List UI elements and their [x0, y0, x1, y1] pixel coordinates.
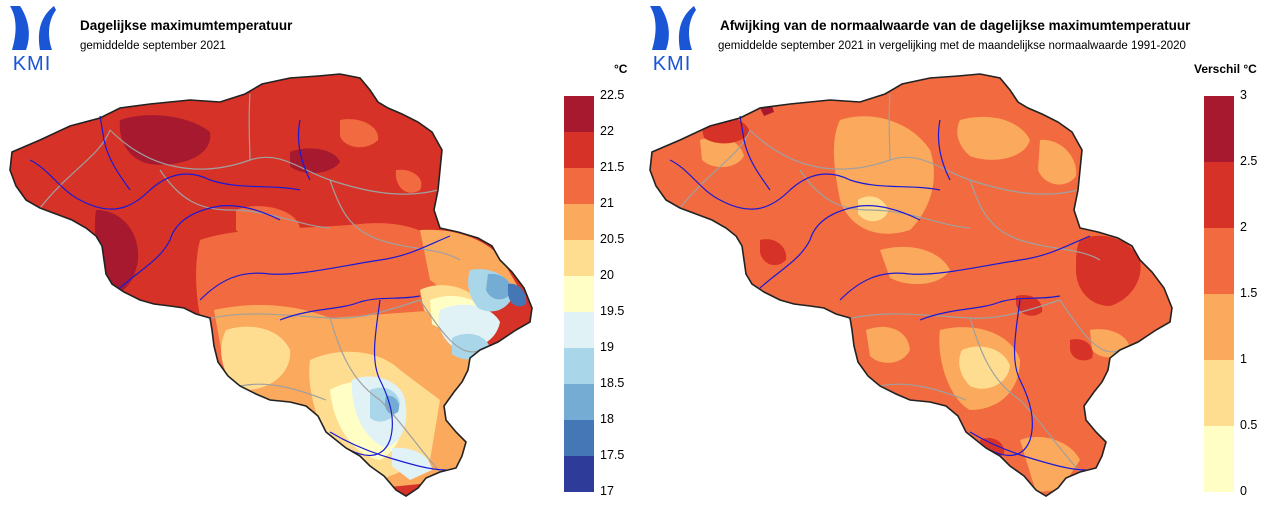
legend-unit: °C — [614, 62, 628, 76]
map-subtitle: gemiddelde september 2021 in vergelijkin… — [718, 40, 1186, 52]
kmi-logo-text: KMI — [652, 53, 692, 75]
panel-max-temperature: KMI Dagelijkse maximumtemperatuur gemidd… — [6, 4, 636, 498]
kmi-logo-mark — [10, 6, 56, 50]
belgium-anomaly-map — [649, 73, 1173, 497]
map-subtitle: gemiddelde september 2021 — [80, 40, 226, 52]
legend-swatch — [564, 204, 594, 240]
legend-swatch — [564, 456, 594, 492]
rivers — [669, 115, 1091, 471]
legend-label: 18 — [600, 412, 614, 426]
legend-label: 17 — [600, 484, 614, 498]
kmi-logo: KMI — [646, 4, 698, 74]
legend-swatch — [1204, 360, 1234, 426]
legend-label: 20.5 — [600, 232, 625, 246]
rivers — [29, 115, 451, 471]
legend-label: 21.5 — [600, 160, 625, 174]
panel-temperature-anomaly: KMI Afwijking van de normaalwaarde van d… — [640, 0, 1280, 507]
legend-label: 0 — [1240, 484, 1247, 498]
legend-swatch — [564, 276, 594, 312]
legend-label: 2.5 — [1240, 154, 1258, 168]
map-title: Dagelijkse maximumtemperatuur — [80, 18, 293, 33]
kmi-logo-mark — [650, 6, 696, 50]
belgium-temperature-map — [9, 73, 533, 497]
legend-label: 21 — [600, 196, 614, 210]
legend: 3 2.5 2 1.5 1 0.5 0 — [1204, 88, 1276, 498]
legend-label: 18.5 — [600, 376, 625, 390]
legend-swatch — [1204, 162, 1234, 228]
legend-swatch — [1204, 96, 1234, 162]
legend-swatch — [564, 96, 594, 132]
legend-swatch — [564, 240, 594, 276]
legend-label: 22 — [600, 124, 614, 138]
legend-label: 19.5 — [600, 304, 625, 318]
legend-swatch — [564, 420, 594, 456]
legend-swatch — [1204, 426, 1234, 492]
map-title: Afwijking van de normaalwaarde van de da… — [720, 18, 1191, 33]
legend-label: 1.5 — [1240, 286, 1258, 300]
legend-label: 0.5 — [1240, 418, 1258, 432]
kmi-logo-text: KMI — [12, 53, 52, 75]
legend-swatch — [564, 168, 594, 204]
legend-unit: Verschil °C — [1194, 62, 1257, 76]
legend-swatch — [1204, 228, 1234, 294]
legend-swatch — [564, 348, 594, 384]
legend-label: 20 — [600, 268, 614, 282]
legend-swatch — [564, 132, 594, 168]
province-borders — [39, 93, 481, 473]
legend-label: 1 — [1240, 352, 1247, 366]
legend: 22.5 22 21.5 21 20.5 20 19.5 19 18.5 18 17.5 17 — [564, 88, 636, 498]
legend-label: 2 — [1240, 220, 1247, 234]
legend-label: 3 — [1240, 88, 1247, 102]
legend-swatch — [564, 312, 594, 348]
legend-swatch — [564, 384, 594, 420]
legend-label: 22.5 — [600, 88, 625, 102]
legend-label: 19 — [600, 340, 614, 354]
kmi-logo: KMI — [6, 4, 58, 74]
legend-label: 17.5 — [600, 448, 625, 462]
province-borders — [679, 93, 1121, 473]
legend-swatch — [1204, 294, 1234, 360]
